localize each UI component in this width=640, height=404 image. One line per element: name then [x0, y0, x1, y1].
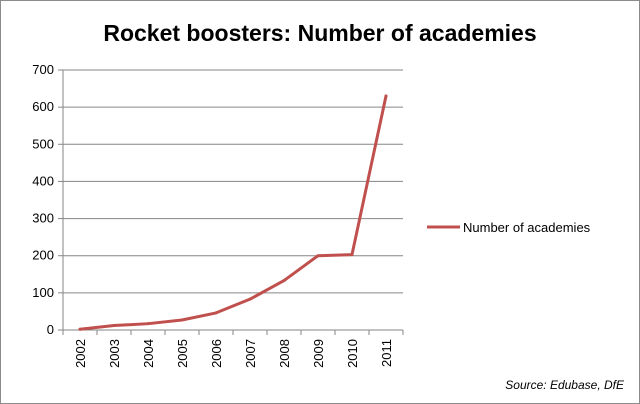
axes	[62, 70, 403, 331]
y-tick-label: 100	[32, 285, 54, 300]
data-point	[384, 94, 388, 98]
x-tick-label: 2011	[379, 339, 394, 367]
x-tick-label: 2003	[107, 339, 122, 368]
data-point	[112, 324, 116, 328]
x-tick-label: 2007	[243, 339, 258, 368]
y-tick-label: 400	[32, 173, 54, 188]
y-tick-label: 700	[32, 62, 54, 77]
data-point	[350, 253, 354, 257]
x-tick-label: 2009	[311, 339, 326, 368]
x-tick-label: 2002	[73, 339, 88, 368]
y-tick-label: 0	[47, 322, 54, 337]
x-tick-label: 2004	[141, 339, 156, 368]
data-point	[146, 322, 150, 326]
data-point	[214, 311, 218, 315]
x-tick-label: 2005	[175, 339, 190, 368]
source-note: Source: Edubase, DfE	[505, 378, 625, 392]
data-point	[78, 327, 82, 331]
gridlines	[63, 69, 403, 294]
y-tick-label: 200	[32, 248, 54, 263]
data-point	[282, 279, 286, 283]
x-tick-label: 2008	[277, 339, 292, 368]
y-axis-ticks: 0 100 200 300 400 500 600 700	[32, 62, 63, 337]
legend-label: Number of academies	[463, 220, 591, 235]
y-tick-label: 300	[32, 211, 54, 226]
y-tick-label: 500	[32, 136, 54, 151]
x-tick-label: 2010	[345, 339, 360, 368]
x-axis-ticks: 2002 2003 2004 2005 2006 2007 2008 2009 2010 2011	[62, 330, 404, 368]
x-tick-label: 2006	[209, 339, 224, 368]
series-group	[78, 94, 388, 331]
data-point	[180, 318, 184, 322]
chart-title: Rocket boosters: Number of academies	[103, 20, 536, 46]
legend: Number of academies	[427, 220, 591, 235]
series-line	[78, 94, 388, 331]
data-point	[316, 254, 320, 258]
y-tick-label: 600	[32, 99, 54, 114]
data-point	[248, 297, 252, 301]
